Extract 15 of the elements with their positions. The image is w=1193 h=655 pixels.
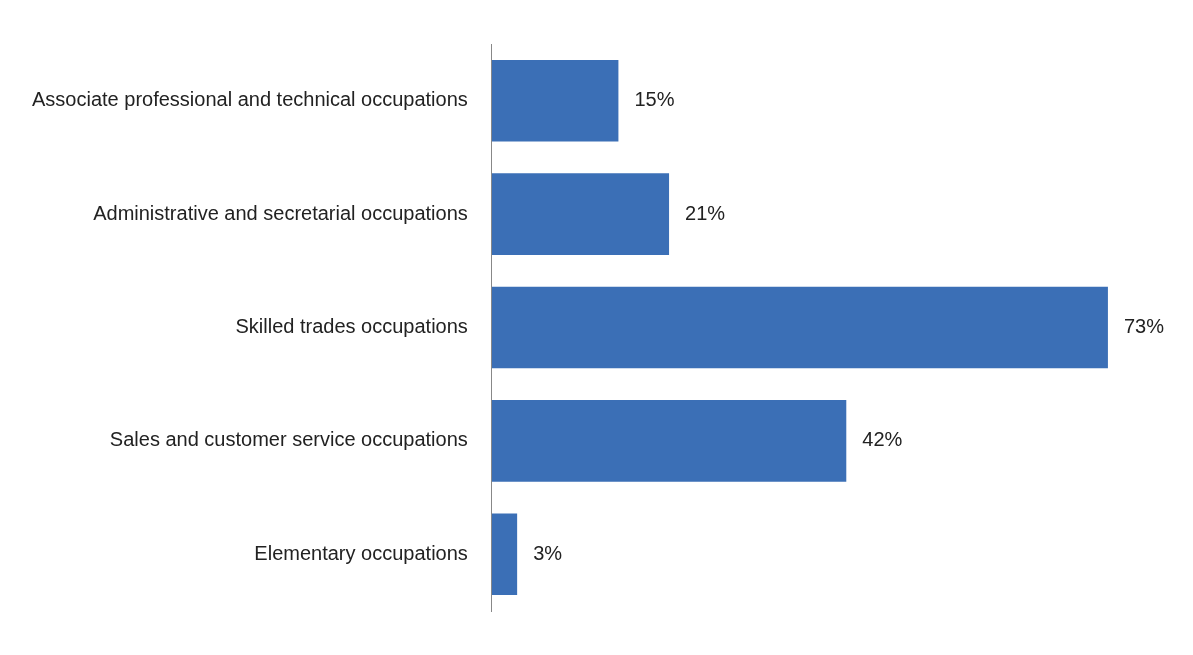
bar (491, 400, 847, 482)
y-tick-label: Administrative and secretarial occupations (93, 201, 468, 224)
y-tick-label: Sales and customer service occupations (109, 428, 468, 451)
data-label: 15% (634, 88, 675, 111)
y-tick-label: Elementary occupations (254, 541, 468, 564)
data-label: 73% (1123, 315, 1165, 338)
bar (491, 59, 619, 142)
data-label: 21% (685, 201, 726, 224)
bar (491, 513, 518, 596)
data-label: 3% (533, 541, 563, 564)
bar (491, 173, 670, 255)
y-tick-label: Associate professional and technical occupations (31, 88, 468, 111)
y-tick-label: Skilled trades occupations (235, 315, 468, 338)
data-label: 42% (862, 428, 903, 451)
bar (491, 286, 1108, 369)
